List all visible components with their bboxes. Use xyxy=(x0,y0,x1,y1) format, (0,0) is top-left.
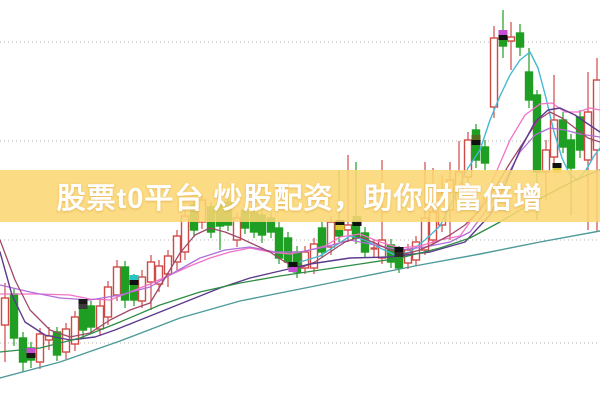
candle-body xyxy=(0,297,10,326)
ma-pink xyxy=(0,102,600,301)
promo-banner-text: 股票t0平台 炒股配资，助你财富倍增 xyxy=(56,183,544,215)
signal-marker xyxy=(498,30,508,35)
candle-body xyxy=(541,149,551,173)
candle-body xyxy=(172,235,182,263)
signal-marker xyxy=(129,280,139,285)
candle-body xyxy=(309,243,319,269)
candle-body xyxy=(120,266,130,301)
signal-marker xyxy=(26,348,36,353)
signal-marker xyxy=(471,135,481,140)
signal-marker xyxy=(26,353,36,358)
signal-marker xyxy=(335,220,345,225)
candle-body xyxy=(317,227,327,253)
candle-body xyxy=(480,146,490,164)
signal-marker xyxy=(78,304,88,309)
candle-body xyxy=(558,119,568,148)
candle-body xyxy=(103,286,113,318)
signal-marker xyxy=(498,35,508,40)
candle-body xyxy=(154,265,164,285)
ma-indigo xyxy=(0,107,600,341)
promo-banner[interactable]: 股票t0平台 炒股配资，助你财富倍增 xyxy=(0,170,600,222)
signal-marker xyxy=(288,262,298,267)
candle-body xyxy=(95,305,105,330)
candle-body xyxy=(549,119,559,158)
candle-body xyxy=(343,224,353,231)
candle-body xyxy=(515,32,525,48)
ma-fast-cyan xyxy=(299,51,600,263)
ma-slate-teal xyxy=(0,230,600,379)
signal-marker xyxy=(394,247,404,252)
candle-body xyxy=(283,237,293,263)
signal-marker xyxy=(394,252,404,257)
candle-body xyxy=(506,36,516,42)
candle-body xyxy=(146,261,156,283)
candle-body xyxy=(566,139,576,169)
candle-body xyxy=(592,79,600,151)
signal-marker xyxy=(335,225,345,230)
signal-marker xyxy=(129,275,139,280)
signal-marker xyxy=(78,299,88,304)
signal-marker xyxy=(471,140,481,145)
signal-marker xyxy=(552,163,562,168)
candle-body xyxy=(70,316,80,345)
signal-marker xyxy=(352,221,362,226)
ma-maroon xyxy=(0,111,600,338)
candle-body xyxy=(524,71,534,101)
candle-body xyxy=(326,221,336,248)
candle-body xyxy=(112,266,122,296)
candle-body xyxy=(86,305,96,328)
signal-marker xyxy=(288,267,298,272)
candle-body xyxy=(163,255,173,275)
candle-body xyxy=(489,37,499,108)
